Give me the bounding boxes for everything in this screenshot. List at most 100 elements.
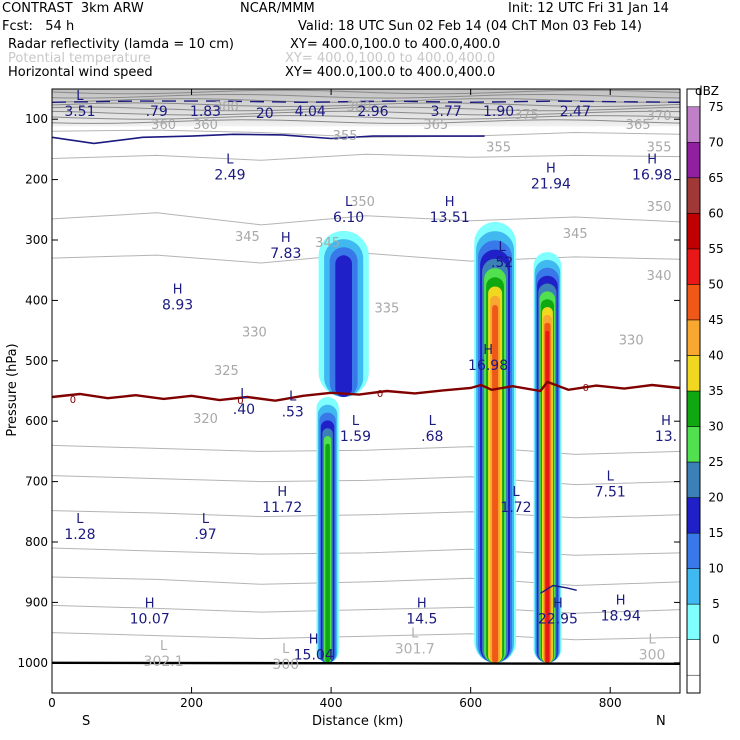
colorbar-label: 40 xyxy=(708,349,723,363)
wind-extreme-value: 16.98 xyxy=(468,358,508,374)
colorbar-swatch-25 xyxy=(686,461,701,498)
theta-extreme-value: 301.7 xyxy=(395,642,435,658)
theta-label: 345 xyxy=(315,236,340,251)
wind-extreme-marker: H xyxy=(417,597,427,612)
colorbar-label: 35 xyxy=(708,384,723,398)
theta-contour xyxy=(52,444,680,455)
wind-extreme-value: .52 xyxy=(491,255,513,271)
colorbar-swatch-35 xyxy=(686,390,701,427)
wind-extreme-value: 1.83 xyxy=(190,104,221,120)
y-tick-label: 400 xyxy=(25,293,48,307)
wind-extreme-marker: L xyxy=(202,512,210,527)
colorbar: 0 5 10 15 20 25 30 35 40 45 50 55 60 65 70 75 xyxy=(686,88,724,694)
wind-extreme-value: .68 xyxy=(421,429,443,445)
colorbar-swatch-5 xyxy=(686,603,701,640)
y-axis-label: Pressure (hPa) xyxy=(5,343,20,436)
x-end-label-north: N xyxy=(656,714,666,729)
wind-extreme-value: 7.83 xyxy=(270,246,301,262)
theta-label: 335 xyxy=(374,301,399,316)
wind-extreme-marker: L xyxy=(76,89,84,104)
x-tick-label: 600 xyxy=(459,696,482,710)
theta-contour-upper xyxy=(52,94,680,99)
wind-extreme-value: .79 xyxy=(146,104,168,120)
theta-contour xyxy=(52,510,680,519)
wind-extreme-value: 2.96 xyxy=(357,104,388,120)
colorbar-swatch-15 xyxy=(686,532,701,569)
y-tick-label: 800 xyxy=(25,535,48,549)
theta-label: 365 xyxy=(626,118,651,133)
theta-extreme-marker: L xyxy=(160,639,168,654)
freezing-level-label: 0 xyxy=(583,383,589,394)
y-tick-label: 200 xyxy=(25,173,48,187)
theta-contour-upper xyxy=(52,119,680,124)
wind-extreme-value: 3.77 xyxy=(431,104,462,120)
colorbar-label: 10 xyxy=(708,562,723,576)
x-tick-label: 800 xyxy=(599,696,622,710)
wind-extreme-value: 4.04 xyxy=(295,104,326,120)
wind-extreme-marker: H xyxy=(553,597,563,612)
wind-extreme-value: 1.28 xyxy=(64,527,95,543)
theta-extreme-marker: L xyxy=(411,627,419,642)
colorbar-swatch-40 xyxy=(686,355,701,392)
wind-extreme-value: 13. xyxy=(655,429,677,445)
theta-label: 355 xyxy=(647,141,672,156)
y-tick-label: 900 xyxy=(25,595,48,609)
wind-extreme-value: 21.94 xyxy=(531,177,571,193)
wind-extreme-value: 1.72 xyxy=(500,500,531,516)
wind-contour xyxy=(540,584,577,594)
colorbar-frame xyxy=(686,88,701,694)
theta-label: 360 xyxy=(193,118,218,133)
wind-extreme-marker: L xyxy=(352,414,360,429)
wind-extreme-marker: L xyxy=(76,512,84,527)
field-xy-theta: XY= 400.0,100.0 to 400.0,400.0 xyxy=(285,51,496,66)
y-tick-label: 1000 xyxy=(17,656,48,670)
colorbar-swatch-30 xyxy=(686,426,701,463)
theta-contour-upper xyxy=(52,89,680,95)
wind-extreme-value: 22.95 xyxy=(538,612,578,628)
colorbar-label: 60 xyxy=(708,206,723,220)
forecast-hour: Fcst: 54 h xyxy=(2,19,75,34)
wind-extreme-marker: L xyxy=(512,485,520,500)
wind-extreme-marker: L xyxy=(607,470,615,485)
colorbar-swatch-70 xyxy=(686,142,701,179)
valid-time: Valid: 18 UTC Sun 02 Feb 14 (04 ChT Mon … xyxy=(298,19,642,34)
theta-label: 380 xyxy=(347,100,372,115)
wind-extreme-value: 15.04 xyxy=(294,648,334,664)
wind-extreme-value: 18.94 xyxy=(601,609,641,625)
field-xy-reflectivity: XY= 400.0,100.0 to 400.0,400.0 xyxy=(290,37,501,52)
reflectivity-cell-4-level-55 xyxy=(545,330,550,663)
theta-label: 325 xyxy=(214,364,239,379)
wind-extreme-value: 1.59 xyxy=(340,429,371,445)
theta-contour-upper xyxy=(52,106,680,112)
theta-contour xyxy=(52,632,680,641)
theta-label: 380 xyxy=(214,100,239,115)
theta-extreme-marker: L xyxy=(282,642,290,657)
wind-extreme-value: 3.51 xyxy=(64,104,95,120)
wind-extreme-value: .40 xyxy=(233,402,255,418)
wind-contour-upper xyxy=(52,100,680,104)
wind-extreme-value: 2.49 xyxy=(214,168,245,184)
theta-label: 350 xyxy=(647,200,672,215)
freezing-level-line xyxy=(52,380,680,402)
colorbar-label: 50 xyxy=(708,277,723,291)
colorbar-label: 45 xyxy=(708,313,723,327)
theta-contour xyxy=(52,212,680,226)
colorbar-swatch-65 xyxy=(686,177,701,214)
theta-contour-upper xyxy=(52,102,680,108)
wind-extreme-marker: L xyxy=(345,195,353,210)
wind-extreme-marker: H xyxy=(173,282,183,297)
colorbar-swatch-45 xyxy=(686,319,701,356)
wind-contour xyxy=(52,133,485,145)
theta-contour-upper xyxy=(52,110,680,116)
theta-contour xyxy=(52,153,680,161)
freezing-level-label: 0 xyxy=(237,396,243,407)
wind-extreme-marker: L xyxy=(429,414,437,429)
theta-extreme-value: 302.1 xyxy=(144,654,184,670)
wind-extreme-marker: H xyxy=(445,195,455,210)
theta-label: 375 xyxy=(514,108,539,123)
theta-extreme-value: 300 xyxy=(639,648,666,664)
field-xy-wind: XY= 400.0,100.0 to 400.0,400.0 xyxy=(285,65,496,80)
x-tick-label: 400 xyxy=(320,696,343,710)
wind-extreme-marker: H xyxy=(309,633,319,648)
wind-extreme-value: 2.47 xyxy=(560,104,591,120)
